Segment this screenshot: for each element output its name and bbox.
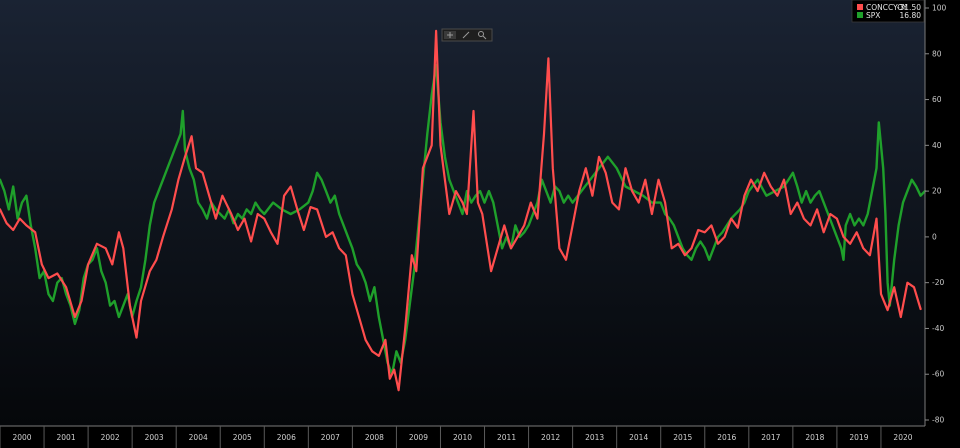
legend-item-spx: SPX 16.80 — [857, 11, 921, 20]
x-tick-label: 2003 — [145, 433, 164, 442]
x-tick-label: 2001 — [57, 433, 76, 442]
legend-value-conccyoy: -31.50 — [897, 3, 921, 12]
x-tick-label: 2016 — [717, 433, 736, 442]
series-line-conccyoy — [0, 29, 922, 392]
zoom-tool-icon[interactable] — [478, 31, 487, 40]
x-tick-label: 2006 — [277, 433, 296, 442]
y-tick-label: 20 — [932, 187, 942, 196]
y-tick-label: -60 — [932, 370, 944, 379]
y-tick-label: -20 — [932, 278, 944, 287]
chart-toolbar — [441, 28, 493, 42]
legend-swatch-conccyoy — [857, 4, 863, 10]
x-tick-label: 2014 — [629, 433, 648, 442]
x-tick-label: 2008 — [365, 433, 384, 442]
y-tick-label: 40 — [932, 141, 942, 150]
pencil-tool-icon[interactable] — [462, 31, 470, 39]
y-tick-label: 60 — [932, 95, 942, 104]
series-line-spx — [0, 64, 927, 376]
x-tick-label: 2017 — [761, 433, 780, 442]
x-tick-label: 2002 — [101, 433, 120, 442]
x-tick-label: 2013 — [585, 433, 604, 442]
legend: CONCCYOY -31.50 SPX 16.80 — [851, 0, 925, 23]
legend-swatch-spx — [857, 12, 863, 18]
y-tick-label: 100 — [932, 4, 947, 13]
x-tick-label: 2020 — [893, 433, 912, 442]
legend-background — [851, 0, 925, 23]
legend-value-spx: 16.80 — [900, 11, 922, 20]
y-tick-label: -80 — [932, 416, 944, 425]
legend-item-conccyoy: CONCCYOY -31.50 — [857, 3, 921, 12]
y-tick-label: -40 — [932, 324, 944, 333]
x-tick-label: 2005 — [233, 433, 252, 442]
x-tick-label: 2011 — [497, 433, 516, 442]
y-tick-label: 0 — [932, 232, 937, 241]
x-tick-label: 2012 — [541, 433, 560, 442]
right-axis-panel — [925, 0, 960, 448]
y-axis: 100 80 60 40 20 0 -20 -40 -60 -80 — [925, 4, 947, 425]
bottom-axis-panel — [0, 426, 925, 448]
x-tick-label: 2018 — [805, 433, 824, 442]
legend-label-conccyoy: CONCCYOY — [866, 3, 908, 12]
x-tick-label: 2007 — [321, 433, 340, 442]
series-layer — [0, 29, 927, 392]
x-tick-label: 2000 — [12, 433, 31, 442]
x-tick-label: 2009 — [409, 433, 428, 442]
x-tick-label: 2015 — [673, 433, 692, 442]
x-tick-label: 2010 — [453, 433, 472, 442]
crosshair-tool-icon[interactable] — [444, 31, 456, 39]
x-axis: 2000 2001 2002 2003 2004 2005 2006 2007 2008 2009… — [0, 426, 913, 448]
y-tick-label: 80 — [932, 49, 942, 58]
x-tick-label: 2019 — [849, 433, 868, 442]
x-tick-label: 2004 — [189, 433, 208, 442]
legend-label-spx: SPX — [866, 11, 880, 20]
